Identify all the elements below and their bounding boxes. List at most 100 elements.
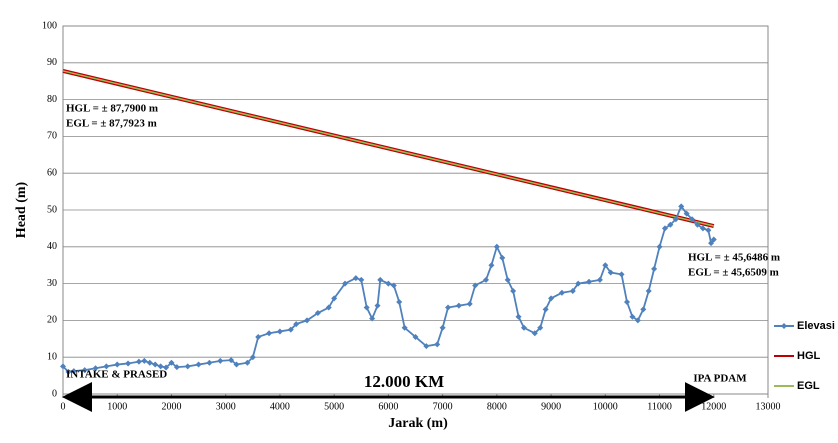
point [499, 254, 506, 261]
x-tick-label: 9000 [541, 401, 561, 412]
point [483, 276, 489, 283]
legend-label: EGL [797, 380, 820, 392]
point [640, 306, 647, 313]
y-tick-label: 50 [47, 204, 57, 215]
point [385, 280, 392, 287]
point [515, 313, 522, 320]
point [575, 280, 582, 287]
x-tick-label: 10000 [593, 401, 618, 412]
point [293, 321, 300, 328]
point [504, 276, 511, 283]
point [141, 357, 148, 364]
point [276, 328, 283, 335]
point [466, 300, 473, 307]
point [520, 324, 527, 331]
x-tick-label: 2000 [161, 401, 181, 412]
point [586, 278, 593, 285]
annotation: INTAKE & PRASED [66, 369, 167, 381]
point [60, 363, 66, 370]
point [510, 287, 517, 294]
point [699, 225, 706, 232]
series-line [62, 204, 715, 373]
point [455, 302, 462, 309]
annotation: EGL = ± 87,7923 m [66, 118, 157, 130]
point [705, 227, 712, 234]
point [645, 287, 652, 294]
point [125, 360, 132, 367]
y-tick-label: 60 [47, 167, 57, 178]
point [472, 282, 479, 289]
point [135, 358, 142, 365]
point [618, 271, 625, 278]
point [369, 315, 376, 322]
point [493, 243, 500, 250]
point [602, 262, 609, 269]
point [163, 364, 170, 371]
point [423, 343, 430, 350]
point [661, 225, 668, 232]
point [434, 341, 441, 348]
x-tick-label: 4000 [270, 401, 290, 412]
point [266, 330, 273, 337]
x-tick-label: 3000 [216, 401, 236, 412]
annotation: HGL = ± 87,7900 m [66, 103, 158, 115]
point [228, 357, 235, 364]
point [607, 269, 614, 276]
point [331, 295, 338, 302]
point [377, 276, 384, 283]
point [374, 302, 381, 309]
point [689, 216, 696, 223]
y-tick-label: 80 [47, 94, 57, 105]
point [249, 354, 256, 361]
point [678, 203, 685, 210]
legend-label: Elevasi [797, 320, 835, 332]
point [70, 368, 77, 375]
point [195, 361, 202, 368]
point [710, 236, 717, 243]
point [624, 299, 630, 305]
point [439, 324, 446, 331]
point [206, 359, 213, 366]
point [542, 306, 549, 313]
legend-label: HGL [797, 350, 821, 362]
point [569, 287, 576, 294]
x-tick-label: 11000 [647, 401, 672, 412]
y-tick-label: 90 [47, 57, 57, 68]
y-tick-label: 0 [52, 388, 57, 399]
point [287, 326, 294, 333]
point [694, 221, 701, 228]
point [92, 365, 99, 372]
point [667, 221, 674, 228]
x-tick-label: 7000 [433, 401, 453, 412]
point [146, 359, 153, 366]
point [651, 265, 658, 272]
y-tick-label: 100 [42, 20, 57, 31]
legend-marker [781, 323, 787, 329]
point [683, 210, 690, 217]
point [244, 359, 251, 366]
point [152, 361, 159, 368]
point [401, 324, 408, 331]
x-axis-title: Jarak (m) [388, 416, 448, 431]
annotation: IPA PDAM [693, 373, 747, 385]
y-tick-label: 40 [47, 241, 57, 252]
point [325, 304, 332, 311]
annotation: 12.000 KM [364, 372, 444, 391]
point [352, 275, 359, 282]
point [304, 317, 311, 324]
point [488, 262, 495, 269]
x-tick-label: 1000 [107, 401, 127, 412]
x-tick-label: 12000 [701, 401, 726, 412]
point [173, 364, 180, 371]
annotation: EGL = ± 45,6509 m [688, 267, 779, 279]
x-tick-label: 6000 [378, 401, 398, 412]
point [531, 330, 538, 337]
point [656, 243, 663, 250]
point [157, 363, 164, 370]
point [596, 276, 603, 283]
point [342, 280, 348, 287]
point [708, 240, 715, 247]
point [358, 276, 365, 283]
series-line [62, 70, 714, 227]
annotation: HGL = ± 45,6486 m [688, 252, 780, 264]
